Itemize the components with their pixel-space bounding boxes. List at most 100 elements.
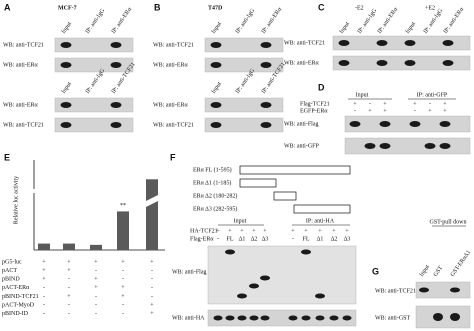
band xyxy=(442,60,454,66)
sign: + xyxy=(428,108,432,114)
sign: + xyxy=(121,259,125,265)
sign: - xyxy=(95,311,97,317)
band xyxy=(315,315,325,321)
axis-break xyxy=(28,186,40,196)
sign: + xyxy=(443,101,447,107)
blot xyxy=(54,97,134,113)
blot xyxy=(344,137,471,155)
group-label: GST-pull down xyxy=(430,219,467,225)
sign: + xyxy=(228,228,232,234)
sign: + xyxy=(383,101,387,107)
sign: - xyxy=(95,294,97,300)
sign: - xyxy=(43,311,45,317)
panel-label: F xyxy=(170,152,176,162)
sign: - xyxy=(122,268,124,274)
sign: + xyxy=(150,302,154,308)
sign: + xyxy=(216,228,220,234)
sign: - xyxy=(122,277,124,283)
sign: - xyxy=(122,311,124,317)
sign: + xyxy=(263,228,267,234)
band xyxy=(364,143,376,149)
row-label: pG5-luc xyxy=(2,259,22,265)
sign: + xyxy=(345,228,349,234)
blot xyxy=(207,309,357,327)
band xyxy=(210,62,222,68)
cell-line: T47D xyxy=(208,5,223,11)
panel-label: A xyxy=(4,2,11,12)
blot-label: WB: anti-ERα xyxy=(3,62,38,68)
panel-label: D xyxy=(318,82,325,92)
band xyxy=(301,315,311,321)
band xyxy=(210,122,222,128)
band xyxy=(60,102,72,108)
band xyxy=(260,102,272,108)
lane-label: IP: anti-IgG xyxy=(423,7,445,35)
band xyxy=(210,102,222,108)
sign: - xyxy=(122,302,124,308)
significance: ** xyxy=(120,203,126,209)
band xyxy=(419,287,429,293)
band xyxy=(433,313,443,321)
lane-label: GST-ERαΔ1 xyxy=(450,250,472,278)
band xyxy=(338,60,350,66)
sign: - xyxy=(429,101,431,107)
panel-label: C xyxy=(318,2,325,12)
sign: - xyxy=(217,236,219,242)
sign: + xyxy=(304,228,308,234)
sign: - xyxy=(369,101,371,107)
sign: FL xyxy=(302,236,309,242)
construct-label: ERα Δ3 (282-595) xyxy=(193,205,237,212)
sign: - xyxy=(68,285,70,291)
blot-label: WB: anti-GFP xyxy=(284,143,319,149)
sign: + xyxy=(94,277,98,283)
blot-label: WB: anti-ERα xyxy=(284,60,319,66)
panel-label: B xyxy=(154,2,161,12)
band xyxy=(342,315,352,321)
bar xyxy=(38,243,50,250)
band xyxy=(404,60,416,66)
sign: - xyxy=(95,268,97,274)
bar xyxy=(146,179,158,250)
band xyxy=(213,315,223,321)
row-label: HA-TCF21 xyxy=(190,228,218,234)
sign: - xyxy=(151,268,153,274)
band xyxy=(260,62,272,68)
lane-label: IP: anti-IgG xyxy=(85,7,107,35)
lane-label: GST xyxy=(433,265,445,278)
lane-label: IP: anti-ERα xyxy=(377,6,400,35)
domain-bar xyxy=(239,178,277,188)
sign: + xyxy=(413,101,417,107)
lane-label: Input xyxy=(61,81,73,95)
cell-line: MCF-7 xyxy=(58,5,77,11)
sign: Δ2 xyxy=(331,236,338,242)
lane-label: IP: anti-ERα xyxy=(111,6,134,35)
blot-label: WB: anti-Flag xyxy=(172,269,207,275)
sign: + xyxy=(443,108,447,114)
blot xyxy=(54,57,134,73)
sign: + xyxy=(291,228,295,234)
band xyxy=(409,121,421,127)
bar xyxy=(63,243,75,250)
band xyxy=(442,40,454,46)
sign: Δ2 xyxy=(251,236,258,242)
band xyxy=(260,122,272,128)
band xyxy=(110,122,122,128)
bar xyxy=(117,211,129,250)
band xyxy=(237,315,247,321)
sign: FL xyxy=(226,236,233,242)
blot xyxy=(415,281,471,299)
row-label: pBIND-TCF21 xyxy=(2,294,39,300)
sign: - xyxy=(95,302,97,308)
blot-label: WB: anti-TCF21 xyxy=(153,42,194,48)
row-label: pACT-ERα xyxy=(2,285,30,291)
blot xyxy=(344,115,471,133)
band xyxy=(260,315,270,321)
construct-label: ERα FL (1-595) xyxy=(193,166,232,173)
sign: + xyxy=(42,268,46,274)
sign: + xyxy=(252,228,256,234)
band xyxy=(315,293,325,299)
panel-label: E xyxy=(4,152,10,162)
sign: + xyxy=(318,228,322,234)
row-label: pACT xyxy=(2,268,17,274)
row-label: Flag-TCF21 xyxy=(300,101,330,107)
